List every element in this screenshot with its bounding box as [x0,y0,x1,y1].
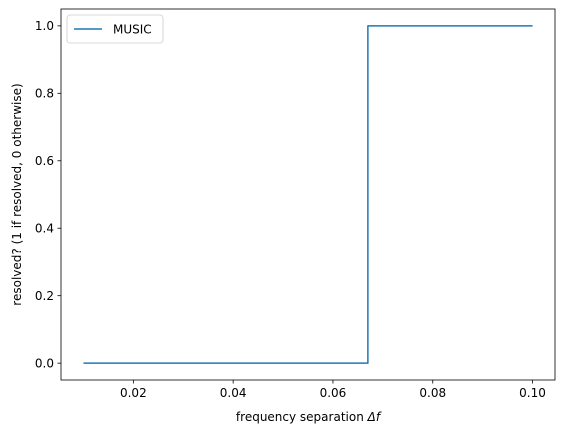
x-axis-ticks: 0.02 0.04 0.06 0.08 0.10 [120,380,546,400]
y-tick-label: 0.2 [35,289,54,303]
y-axis-label: resolved? (1 if resolved, 0 otherwise) [10,83,24,305]
y-axis-ticks: 0.0 0.2 0.4 0.6 0.8 1.0 [35,19,61,370]
x-tick-label: 0.06 [320,386,347,400]
plot-frame [60,8,556,381]
y-tick-label: 0.8 [35,87,54,101]
x-tick-label: 0.10 [519,386,546,400]
legend-label-music: MUSIC [113,23,152,37]
legend-frame [66,14,164,44]
y-tick-label: 0.4 [35,222,54,236]
plot-area [61,9,555,380]
x-axis-label: frequency separation Δf [236,410,382,424]
series-layer [83,25,533,364]
x-tick-label: 0.04 [220,386,247,400]
y-tick-label: 0.0 [35,356,54,370]
y-tick-label: 1.0 [35,19,54,33]
x-axis-label-symbol: Δf [367,410,382,424]
y-tick-label: 0.6 [35,154,54,168]
x-axis-label-text: frequency separation [236,410,364,424]
legend: MUSIC [66,14,164,44]
x-tick-label: 0.02 [120,386,147,400]
series-line-music [83,25,533,364]
x-tick-label: 0.08 [419,386,446,400]
